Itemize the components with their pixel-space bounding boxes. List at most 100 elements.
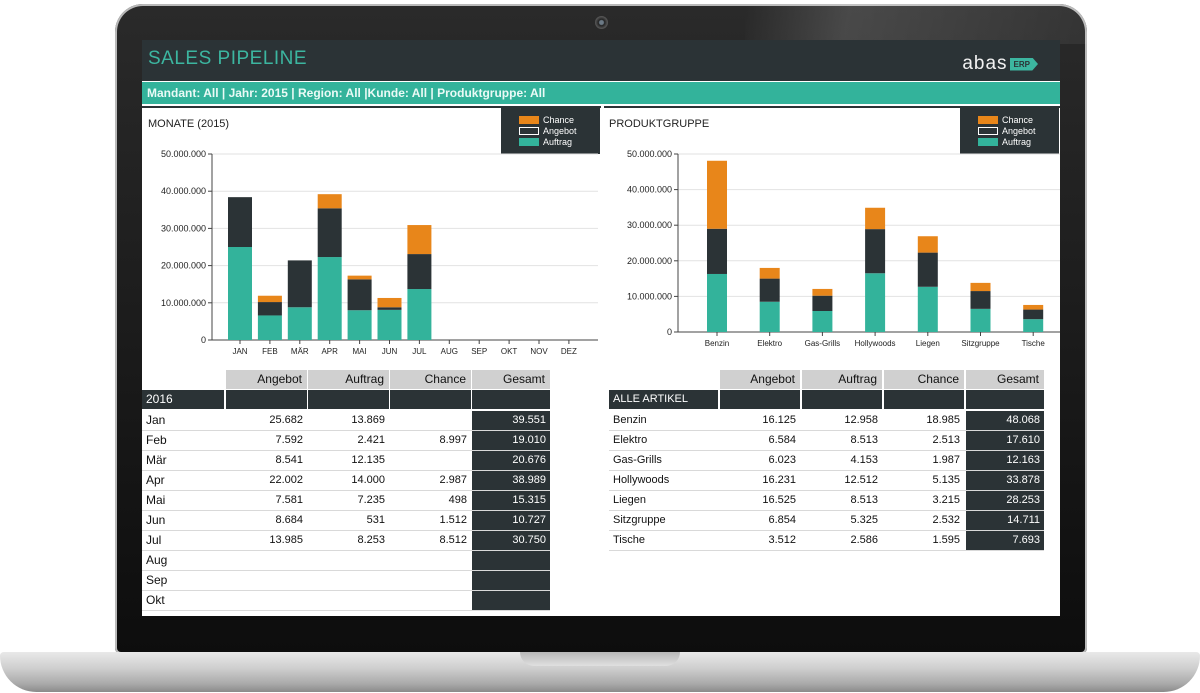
bar-angebot-jan xyxy=(228,197,252,247)
logo-badge: ERP xyxy=(1009,57,1038,71)
legend-item-auftrag: Auftrag xyxy=(519,137,572,147)
y-tick-label: 0 xyxy=(667,327,672,337)
bar-chance-benzin xyxy=(707,160,727,229)
cell-angebot: 3.512 xyxy=(768,534,796,546)
cell-chance xyxy=(390,551,471,570)
y-tick-label: 0 xyxy=(201,335,206,345)
x-tick-label: Tische xyxy=(1022,339,1046,348)
legend-item-angebot: Angebot xyxy=(978,126,1036,136)
legend-label: Chance xyxy=(543,115,575,125)
bar-auftrag-elektro xyxy=(759,301,780,332)
bar-chance-gas-grills xyxy=(812,288,833,296)
cell-angebot: 6.023 xyxy=(768,454,796,466)
cell-chance: 8.997 xyxy=(439,434,467,446)
filter-summary[interactable]: Mandant: All | Jahr: 2015 | Region: All … xyxy=(147,86,546,100)
cell-angebot: 13.985 xyxy=(269,534,303,546)
y-tick-label: 30.000.000 xyxy=(161,223,206,233)
x-tick-label: JAN xyxy=(232,347,247,356)
x-tick-label: Gas-Grills xyxy=(805,339,841,348)
chart-products: 50.000.000 40.000.000 30.000.000 20.000.000… xyxy=(627,149,1060,348)
cell-auftrag xyxy=(308,571,389,590)
column-header: Chance xyxy=(884,370,964,389)
cell-angebot: 7.581 xyxy=(275,494,303,506)
bar-angebot-apr xyxy=(317,208,342,258)
y-tick-label: 20.000.000 xyxy=(161,261,206,271)
bar-auftrag-jul xyxy=(407,289,432,340)
cell-auftrag: 4.153 xyxy=(850,454,878,466)
legend-label: Auftrag xyxy=(543,137,573,147)
bar-chance-tische xyxy=(1023,304,1044,310)
cell-gesamt: 17.610 xyxy=(966,431,1044,450)
abas-logo: abas ERP xyxy=(962,53,1038,75)
bar-angebot-jul xyxy=(407,254,432,290)
cell-angebot xyxy=(226,551,307,570)
cell-auftrag: 8.513 xyxy=(850,434,878,446)
bar-angebot-mär xyxy=(287,260,312,308)
bar-auftrag-sitzgruppe xyxy=(970,308,991,332)
x-tick-label: NOV xyxy=(530,347,548,356)
x-tick-label: Liegen xyxy=(916,339,940,348)
cell-angebot: 8.684 xyxy=(275,514,303,526)
cell-gesamt: 30.750 xyxy=(472,531,550,550)
table-row: Okt xyxy=(142,591,550,611)
table-row: Elektro 6.584 8.513 2.513 17.610 xyxy=(609,431,1044,451)
laptop-base-notch xyxy=(520,652,680,666)
bar-chance-feb xyxy=(257,295,282,303)
table-row: Gas-Grills 6.023 4.153 1.987 12.163 xyxy=(609,451,1044,471)
group-header: ALLE ARTIKEL xyxy=(609,390,718,409)
row-label: Jan xyxy=(146,413,166,427)
y-tick-label: 40.000.000 xyxy=(161,186,206,196)
legend-swatch-angebot xyxy=(519,127,539,135)
legend-label: Auftrag xyxy=(1002,137,1032,147)
table-row: Jun 8.684 531 1.512 10.727 xyxy=(142,511,550,531)
row-label: Liegen xyxy=(613,494,647,506)
cell-auftrag: 5.325 xyxy=(850,514,878,526)
logo-word: abas xyxy=(962,53,1008,74)
table-row: Jan 25.682 13.869 39.551 xyxy=(142,411,550,431)
cell-angebot xyxy=(226,571,307,590)
cell-gesamt: 48.068 xyxy=(966,411,1044,430)
row-label: Elektro xyxy=(613,434,648,446)
table-months: Angebot Auftrag Chance Gesamt 2016 Jan 25.682 1… xyxy=(142,370,552,616)
cell-chance: 18.985 xyxy=(926,414,960,426)
x-tick-label: Hollywoods xyxy=(855,339,896,348)
legend-swatch-auftrag xyxy=(519,138,539,146)
bar-auftrag-gas-grills xyxy=(812,310,833,332)
bar-chance-liegen xyxy=(917,236,938,253)
legend-label: Chance xyxy=(1002,115,1034,125)
cell-angebot xyxy=(226,591,307,610)
row-label: Okt xyxy=(146,593,165,607)
cell-angebot: 16.525 xyxy=(762,494,796,506)
panel-divider-right xyxy=(604,106,1060,108)
row-label: Sitzgruppe xyxy=(613,514,666,526)
cell-auftrag: 2.421 xyxy=(357,434,385,446)
column-header: Gesamt xyxy=(966,370,1044,389)
column-header: Chance xyxy=(390,370,471,389)
x-tick-label: FEB xyxy=(262,347,278,356)
app-header: SALES PIPELINE abas ERP xyxy=(142,40,1060,81)
group-header-cell xyxy=(226,390,307,409)
legend-products: Chance Angebot Auftrag xyxy=(960,108,1059,154)
cell-auftrag xyxy=(308,591,389,610)
x-tick-label: Sitzgruppe xyxy=(961,339,1000,348)
legend-swatch-angebot xyxy=(978,127,998,135)
bar-chance-jun xyxy=(377,297,402,308)
bar-angebot-liegen xyxy=(917,252,938,287)
x-tick-label: OKT xyxy=(501,347,518,356)
cell-gesamt: 28.253 xyxy=(966,491,1044,510)
group-header-cell xyxy=(720,390,800,409)
column-header: Gesamt xyxy=(472,370,550,389)
filter-bar[interactable]: Mandant: All | Jahr: 2015 | Region: All … xyxy=(142,82,1060,104)
table-row: Jul 13.985 8.253 8.512 30.750 xyxy=(142,531,550,551)
bar-chance-jul xyxy=(407,225,432,255)
row-label: Hollywoods xyxy=(613,474,670,486)
cell-auftrag: 7.235 xyxy=(357,494,385,506)
cell-gesamt: 20.676 xyxy=(472,451,550,470)
y-tick-label: 50.000.000 xyxy=(627,149,672,159)
x-tick-label: MAI xyxy=(352,347,366,356)
bar-auftrag-tische xyxy=(1023,319,1044,332)
row-label: Jun xyxy=(146,513,166,527)
legend-item-auftrag: Auftrag xyxy=(978,137,1031,147)
group-header-cell xyxy=(884,390,964,409)
cell-chance: 1.987 xyxy=(932,454,960,466)
